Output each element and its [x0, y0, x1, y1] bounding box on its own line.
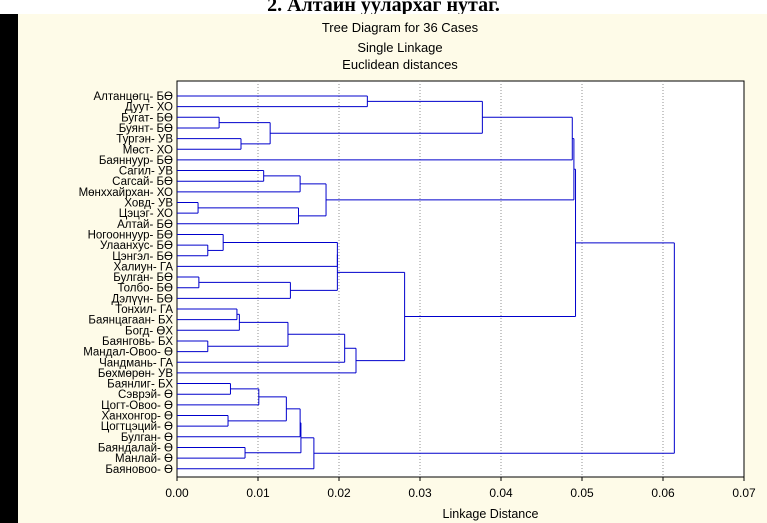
x-axis-label: Linkage Distance — [443, 507, 539, 521]
leaf-label-31: Цогтцэций- Ө — [101, 421, 173, 433]
leaf-label-17: Булган- БӨ — [113, 272, 173, 284]
leaf-label-3: Буянт- БӨ — [119, 123, 173, 135]
x-tick-label-0: 0.00 — [165, 486, 189, 500]
leaf-label-21: Баянцагаан- БХ — [88, 315, 173, 327]
leaf-label-33: Баяндалай- Ө — [98, 442, 173, 454]
leaf-label-23: Баянговь- БХ — [102, 336, 173, 348]
leaf-label-27: Баянлиг- БХ — [107, 379, 173, 391]
leaf-label-8: Сагсай- БӨ — [112, 176, 173, 188]
leaf-label-26: Бөхмөрөн- УВ — [98, 368, 173, 380]
chart-title: Tree Diagram for 36 Cases — [322, 20, 479, 35]
chart-subtitle-1: Single Linkage — [357, 40, 442, 55]
leaf-label-19: Дэлүүн- БӨ — [112, 293, 174, 305]
leaf-label-5: Мөст- ХО — [123, 144, 173, 156]
page-heading: 2. Алтайн уулархаг нутаг. — [267, 0, 500, 16]
leaf-label-15: Цэнгэл- БӨ — [112, 251, 173, 263]
leaf-label-24: Мандал-Овоо- Ө — [83, 347, 173, 359]
leaf-label-12: Алтай- БӨ — [117, 219, 173, 231]
leaf-label-10: Ховд- УВ — [124, 198, 173, 210]
leaf-label-28: Сэврэй- Ө — [118, 389, 173, 401]
leaf-label-30: Ханхонгор- Ө — [102, 411, 174, 423]
leaf-label-2: Бугат- БӨ — [121, 112, 173, 124]
leaf-label-11: Цэцэг- ХО — [119, 208, 173, 220]
leaf-label-16: Халиун- ГА — [114, 261, 174, 273]
x-tick-label-6: 0.06 — [651, 486, 675, 500]
x-tick-label-2: 0.02 — [327, 486, 351, 500]
chart-subtitle-2: Euclidean distances — [342, 57, 458, 72]
x-tick-label-5: 0.05 — [570, 486, 594, 500]
leaf-label-20: Тонхил- ГА — [115, 304, 173, 316]
left-border-bar — [0, 14, 18, 523]
leaf-label-22: Богд- ӨХ — [125, 325, 173, 337]
leaf-label-0: Алтанцөгц- БӨ — [93, 91, 173, 103]
leaf-label-1: Дуут- ХО — [125, 102, 173, 114]
x-tick-label-1: 0.01 — [246, 486, 270, 500]
leaf-label-25: Чандмань- ГА — [99, 357, 173, 369]
leaf-label-35: Баяновоо- Ө — [105, 464, 173, 476]
leaf-label-18: Толбо- БӨ — [118, 283, 174, 295]
leaf-label-13: Ногооннуур- БӨ — [88, 229, 173, 241]
leaf-label-29: Цогт-Овоо- Ө — [101, 400, 173, 412]
leaf-label-7: Сагил- УВ — [119, 166, 173, 178]
leaf-label-14: Улаанхус- БӨ — [100, 240, 173, 252]
leaf-label-34: Манлай- Ө — [115, 453, 173, 465]
leaf-label-9: Мөнххайрхан- ХО — [79, 187, 173, 199]
leaf-label-32: Булган- Ө — [121, 432, 173, 444]
x-tick-label-3: 0.03 — [408, 486, 432, 500]
leaf-label-6: Баяннуур- БӨ — [99, 155, 173, 167]
x-tick-label-4: 0.04 — [489, 486, 513, 500]
x-tick-label-7: 0.07 — [732, 486, 756, 500]
leaf-label-4: Тургэн- УВ — [116, 134, 173, 146]
plot-area — [176, 80, 745, 478]
